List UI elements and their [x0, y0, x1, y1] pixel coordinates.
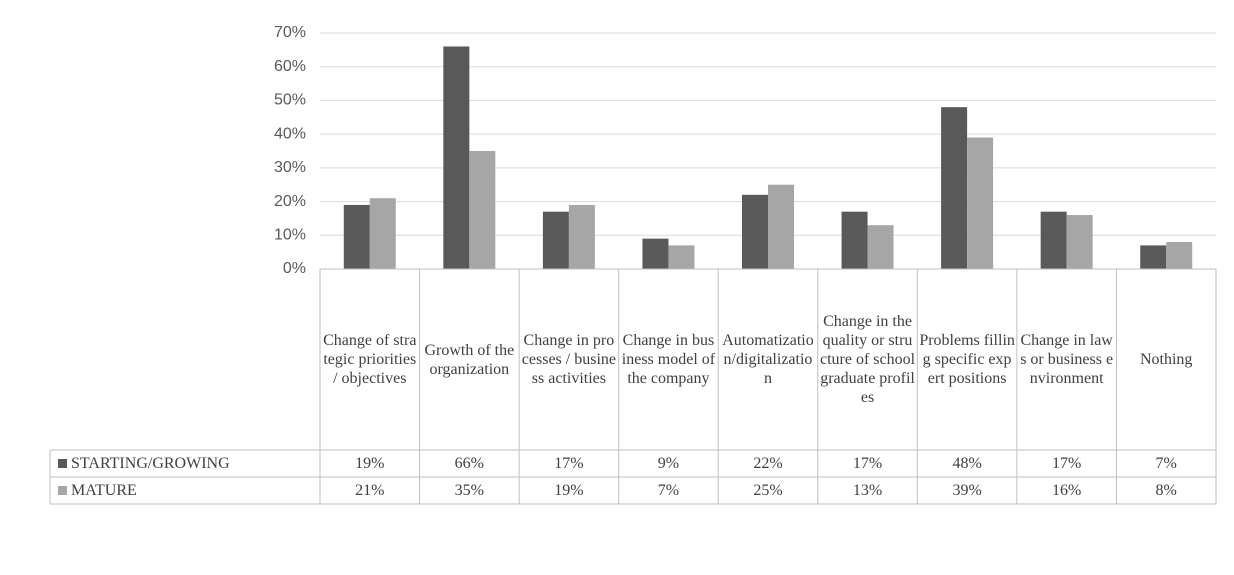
bar: [443, 46, 470, 269]
data-cell: 17%: [1051, 455, 1082, 472]
legend-label: STARTING/GROWING: [71, 455, 230, 472]
y-tick-label: 30%: [274, 159, 306, 176]
category-label: Nothing: [1139, 351, 1193, 368]
data-cell: 16%: [1051, 482, 1082, 499]
data-cell: 35%: [454, 482, 484, 499]
legend-swatch: [58, 459, 67, 468]
y-tick-label: 10%: [274, 227, 306, 244]
category-label: Change of strategic priorities / objecti…: [323, 332, 417, 387]
bar: [967, 137, 994, 269]
data-cell: 19%: [554, 482, 584, 499]
y-tick-label: 20%: [274, 193, 306, 210]
data-cell: 8%: [1155, 482, 1177, 499]
data-cell: 48%: [952, 455, 982, 472]
data-cell: 9%: [657, 455, 680, 472]
data-cell: 17%: [852, 455, 883, 472]
category-label: Problems filling specific expert positio…: [919, 332, 1015, 387]
category-label: Change in laws or business environment: [1020, 332, 1114, 387]
bar: [568, 204, 595, 269]
data-cell: 39%: [952, 482, 982, 499]
category-label: Growth of the organization: [424, 341, 515, 378]
bar: [742, 194, 768, 269]
legend-label: MATURE: [71, 482, 137, 499]
legend-swatch: [58, 486, 67, 495]
bar: [867, 225, 894, 269]
data-cell: 17%: [554, 455, 584, 472]
legend-entry: STARTING/GROWING: [50, 450, 320, 477]
y-tick-label: 50%: [274, 92, 306, 109]
data-cell: 7%: [657, 482, 680, 499]
bar: [1166, 242, 1193, 269]
bar: [768, 184, 794, 269]
data-cell: 21%: [355, 482, 385, 499]
bar: [941, 107, 968, 270]
data-cell: 7%: [1155, 455, 1177, 472]
bar: [469, 151, 496, 269]
bar: [542, 211, 569, 269]
legend-entry: MATURE: [50, 477, 320, 504]
bar: [1066, 215, 1093, 269]
y-tick-label: 0%: [283, 260, 306, 277]
category-label: Change in business model of the company: [621, 332, 716, 387]
bar: [1040, 211, 1067, 269]
bar: [841, 211, 868, 269]
data-cell: 25%: [753, 482, 783, 499]
bar: [369, 198, 396, 269]
bar: [668, 245, 695, 269]
category-label: Automatization/digitalization: [722, 332, 814, 387]
category-label: Change in processes / business activitie…: [521, 332, 616, 387]
category-label: Change in the quality or structure of sc…: [820, 313, 916, 406]
bar: [343, 204, 370, 269]
data-cell: 13%: [852, 482, 883, 499]
y-tick-label: 70%: [274, 24, 306, 41]
data-cell: 22%: [753, 455, 783, 472]
bar: [642, 238, 669, 269]
y-tick-label: 40%: [274, 125, 306, 142]
data-cell: 66%: [454, 455, 484, 472]
bar: [1140, 245, 1167, 269]
y-tick-label: 60%: [274, 58, 306, 75]
data-cell: 19%: [355, 455, 385, 472]
